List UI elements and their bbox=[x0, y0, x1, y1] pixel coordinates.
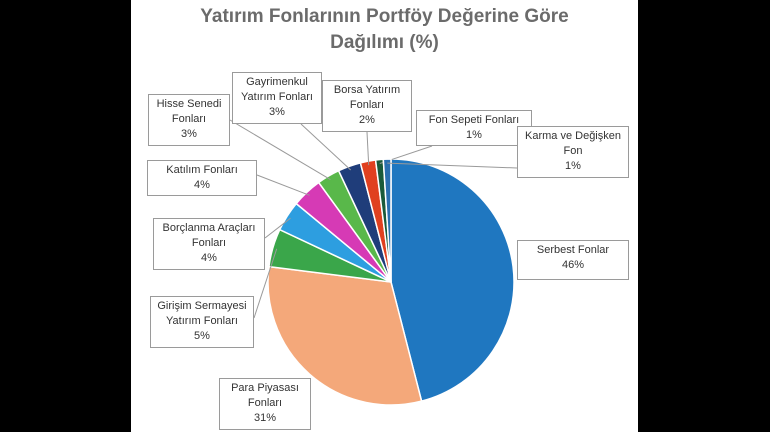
slice-label-4: Katılım Fonları 4% bbox=[147, 160, 257, 196]
slice-label-name: Fon Sepeti Fonları bbox=[428, 114, 520, 126]
slice-label-name: Borsa Yatırım bbox=[333, 84, 401, 96]
chart-title-line-1: Yatırım Fonlarının Portföy Değerine Göre bbox=[200, 6, 569, 27]
slice-label-name: Karma ve Değişken bbox=[525, 130, 621, 142]
slice-label-name: Fonları bbox=[247, 397, 283, 409]
leader-line-7 bbox=[366, 131, 370, 166]
slice-label-name: Yatırım Fonları bbox=[241, 91, 313, 103]
leader-line-4 bbox=[256, 174, 310, 196]
slice-label-name: Fon bbox=[563, 145, 583, 157]
slice-label-value: 4% bbox=[194, 179, 210, 191]
slice-label-name: Girişim Sermayesi bbox=[157, 300, 247, 312]
slice-label-9: Karma ve Değişken Fon 1% bbox=[517, 126, 629, 178]
slice-label-value: 5% bbox=[194, 330, 210, 342]
chart-panel: Yatırım Fonlarının Portföy Değerine Göre… bbox=[131, 0, 638, 432]
slice-label-value: 2% bbox=[359, 114, 375, 126]
slice-label-3: Borçlanma Araçları Fonları 4% bbox=[153, 218, 265, 270]
slice-label-6: Gayrimenkul Yatırım Fonları 3% bbox=[232, 72, 322, 124]
slice-label-1: Para Piyasası Fonları 31% bbox=[219, 378, 311, 430]
slice-label-name: Hisse Senedi bbox=[156, 98, 222, 110]
slice-label-2: Girişim Sermayesi Yatırım Fonları 5% bbox=[150, 296, 254, 348]
slice-label-name: Gayrimenkul bbox=[246, 76, 308, 88]
leader-line-2 bbox=[253, 248, 278, 319]
slice-label-value: 31% bbox=[253, 412, 277, 424]
slice-label-name: Yatırım Fonları bbox=[166, 315, 238, 327]
slice-label-name: Borçlanma Araçları bbox=[162, 222, 256, 234]
slice-label-0: Serbest Fonlar 46% bbox=[517, 240, 629, 280]
chart-title: Yatırım Fonlarının Portföy Değerine Göre… bbox=[131, 4, 638, 56]
chart-title-line-2: Dağılımı (%) bbox=[330, 32, 439, 53]
slice-label-name: Serbest Fonlar bbox=[536, 244, 610, 256]
slice-label-name: Katılım Fonları bbox=[166, 164, 238, 176]
slice-label-value: 46% bbox=[561, 259, 585, 271]
slice-label-value: 3% bbox=[269, 106, 285, 118]
slice-label-value: 1% bbox=[565, 160, 581, 172]
leader-line-5 bbox=[229, 119, 331, 181]
pie-chart bbox=[229, 119, 518, 406]
slice-label-name: Para Piyasası bbox=[231, 382, 299, 394]
slice-label-name: Fonları bbox=[171, 113, 207, 125]
slice-label-7: Borsa Yatırım Fonları 2% bbox=[322, 80, 412, 132]
leader-line-6 bbox=[300, 123, 352, 171]
slice-label-name: Fonları bbox=[191, 237, 227, 249]
leader-line-3 bbox=[264, 217, 291, 239]
leader-line-9 bbox=[387, 162, 518, 169]
slice-label-value: 4% bbox=[201, 252, 217, 264]
pie-slice-0 bbox=[390, 158, 515, 403]
pie-slice-9 bbox=[382, 158, 392, 283]
slice-label-value: 1% bbox=[466, 129, 482, 141]
slice-label-8: Fon Sepeti Fonları 1% bbox=[416, 110, 532, 146]
slice-label-value: 3% bbox=[181, 128, 197, 140]
slice-label-5: Hisse Senedi Fonları 3% bbox=[148, 94, 230, 146]
pie-slice-1 bbox=[267, 265, 423, 406]
slice-label-name: Fonları bbox=[349, 99, 385, 111]
